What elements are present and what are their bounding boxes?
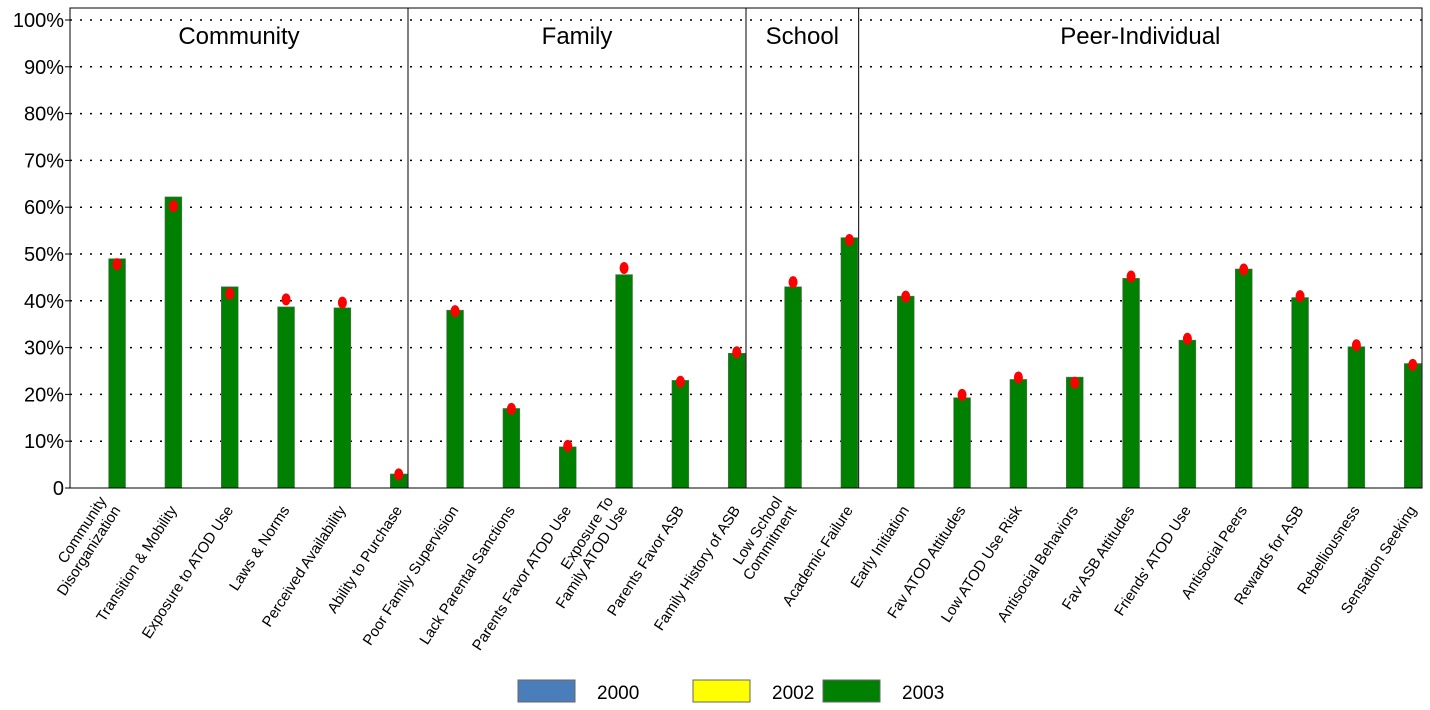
marker xyxy=(788,276,798,289)
marker xyxy=(732,346,742,359)
marker xyxy=(1239,263,1249,276)
bar xyxy=(502,408,521,489)
marker xyxy=(450,305,460,318)
marker xyxy=(337,296,347,309)
y-tick-label: 20% xyxy=(24,384,64,406)
marker xyxy=(225,287,235,300)
bar xyxy=(1122,278,1140,489)
bar xyxy=(108,258,126,489)
bar xyxy=(1066,376,1084,489)
group-label: Community xyxy=(178,23,299,50)
x-tick-label: CommunityDisorganization xyxy=(40,493,125,599)
bar xyxy=(221,286,239,489)
marker xyxy=(1070,376,1080,389)
bar xyxy=(446,309,464,489)
marker xyxy=(394,468,404,481)
marker xyxy=(675,375,685,388)
group-label: Family xyxy=(542,23,613,50)
marker xyxy=(1408,358,1418,371)
bar xyxy=(615,274,633,489)
bar xyxy=(784,286,802,489)
bar xyxy=(333,307,352,489)
y-tick-label: 60% xyxy=(24,197,64,219)
marker xyxy=(1295,290,1305,303)
marker xyxy=(112,258,122,271)
y-tick-label: 50% xyxy=(24,244,64,266)
x-tick-label: Early Initiation xyxy=(848,503,914,591)
legend-swatch xyxy=(692,679,751,703)
bar xyxy=(671,380,690,489)
y-tick-label: 30% xyxy=(24,338,64,360)
bar xyxy=(1404,363,1422,489)
marker xyxy=(957,388,967,401)
legend-label: 2000 xyxy=(597,683,639,704)
marker xyxy=(844,233,854,246)
bar xyxy=(840,237,859,489)
legend-swatch xyxy=(822,679,881,703)
marker xyxy=(1182,332,1192,345)
bar xyxy=(277,306,295,489)
x-tick-label: Parents Favor ATOD Use xyxy=(469,503,575,654)
bar xyxy=(897,295,915,489)
bar xyxy=(1178,339,1197,489)
y-tick-label: 0 xyxy=(53,478,64,500)
y-tick-label: 70% xyxy=(24,150,64,172)
legend-label: 2003 xyxy=(902,683,944,704)
y-tick-label: 100% xyxy=(13,10,64,32)
marker xyxy=(281,293,291,306)
y-tick-label: 90% xyxy=(24,57,64,79)
bar xyxy=(1009,379,1028,489)
bar xyxy=(559,446,577,489)
x-tick-label: Laws & Norms xyxy=(226,503,293,594)
group-label: Peer-Individual xyxy=(1060,23,1220,50)
marker xyxy=(1013,371,1023,384)
legend-label: 2002 xyxy=(772,683,814,704)
marker xyxy=(1126,270,1136,283)
x-tick-label: Low SchoolCommitment xyxy=(726,493,801,584)
bar xyxy=(1291,297,1309,489)
marker xyxy=(619,262,629,275)
x-tick-label: Poor Family Supervision xyxy=(360,503,463,649)
bar xyxy=(728,352,746,489)
legend-swatch xyxy=(517,679,576,703)
y-tick-label: 80% xyxy=(24,104,64,126)
marker xyxy=(901,290,911,303)
marker xyxy=(563,439,573,452)
marker xyxy=(168,200,178,213)
bar xyxy=(953,397,971,489)
marker xyxy=(1351,339,1361,352)
group-label: School xyxy=(766,23,839,50)
bar xyxy=(1347,346,1366,489)
marker xyxy=(506,402,516,415)
bar xyxy=(164,196,183,489)
x-tick-label: Lack Parental Sanctions xyxy=(416,503,518,648)
y-tick-label: 40% xyxy=(24,291,64,313)
y-tick-label: 10% xyxy=(24,431,64,453)
bar xyxy=(1235,268,1253,489)
